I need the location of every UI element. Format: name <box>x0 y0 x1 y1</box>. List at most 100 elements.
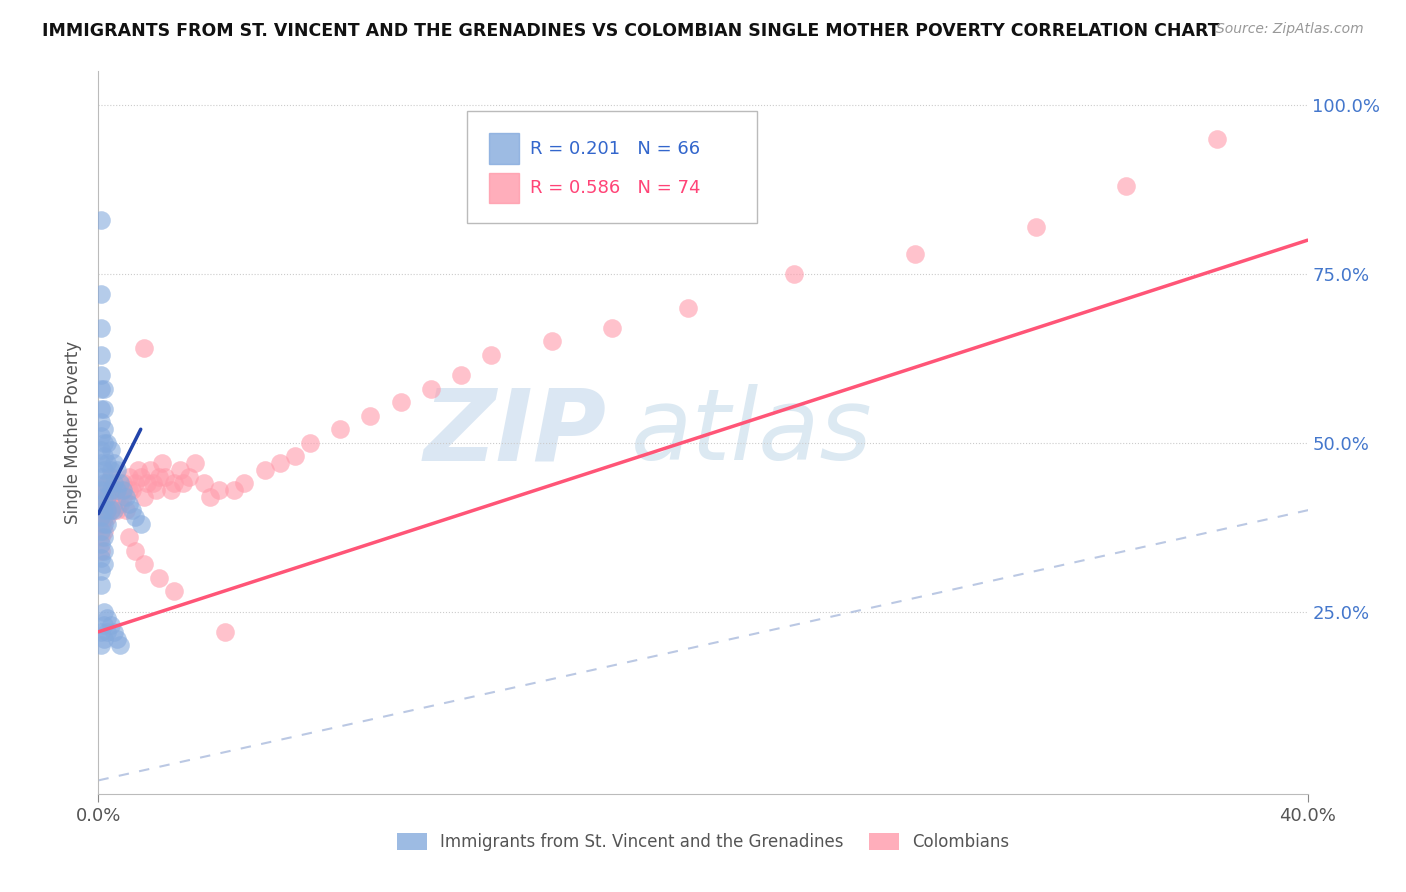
Point <box>253 463 276 477</box>
Point <box>284 449 307 463</box>
Point <box>153 469 176 483</box>
Point <box>90 490 112 504</box>
Point <box>163 476 186 491</box>
Point <box>676 301 699 315</box>
Point <box>214 624 236 639</box>
Point <box>172 476 194 491</box>
Point <box>90 550 112 565</box>
Point <box>100 469 122 483</box>
Text: R = 0.201   N = 66: R = 0.201 N = 66 <box>530 140 700 158</box>
Bar <box>489 172 519 202</box>
Point <box>100 503 122 517</box>
Point <box>90 402 112 417</box>
Point <box>90 510 112 524</box>
Point <box>118 483 141 497</box>
Point <box>100 483 122 497</box>
Point <box>90 469 112 483</box>
Point <box>96 490 118 504</box>
Legend: Immigrants from St. Vincent and the Grenadines, Colombians: Immigrants from St. Vincent and the Gren… <box>391 826 1015 858</box>
Point <box>145 483 167 497</box>
Point <box>90 321 112 335</box>
Point <box>105 483 128 497</box>
Point <box>108 483 131 497</box>
Point <box>150 456 173 470</box>
Point <box>96 476 118 491</box>
Point <box>90 382 112 396</box>
Point <box>103 483 125 497</box>
Point <box>481 348 503 362</box>
Point <box>148 571 170 585</box>
Point <box>1115 179 1137 194</box>
Point <box>118 496 141 510</box>
Point <box>105 490 128 504</box>
Point <box>121 503 143 517</box>
Point <box>93 382 115 396</box>
Point <box>103 476 125 491</box>
Point <box>208 483 231 497</box>
Point <box>114 490 136 504</box>
Point <box>200 490 222 504</box>
FancyBboxPatch shape <box>467 112 758 223</box>
Point <box>96 476 118 491</box>
Point <box>132 558 155 572</box>
Point <box>299 435 322 450</box>
Point <box>114 503 136 517</box>
Point <box>108 476 131 491</box>
Point <box>90 577 112 591</box>
Point <box>96 624 118 639</box>
Point <box>124 476 146 491</box>
Point <box>96 490 118 504</box>
Point <box>184 456 207 470</box>
Point <box>93 543 115 558</box>
Point <box>96 510 118 524</box>
Point <box>108 496 131 510</box>
Point <box>90 503 112 517</box>
Point <box>93 618 115 632</box>
Point <box>96 435 118 450</box>
Point <box>90 348 112 362</box>
Point <box>179 469 201 483</box>
Point <box>540 334 562 349</box>
Point <box>93 490 115 504</box>
Point <box>224 483 246 497</box>
Point <box>96 516 118 531</box>
Point <box>1024 219 1046 234</box>
Point <box>105 503 128 517</box>
Point <box>160 483 183 497</box>
Point <box>93 605 115 619</box>
Point <box>139 463 162 477</box>
Point <box>389 395 412 409</box>
Point <box>329 422 352 436</box>
Text: IMMIGRANTS FROM ST. VINCENT AND THE GRENADINES VS COLOMBIAN SINGLE MOTHER POVERT: IMMIGRANTS FROM ST. VINCENT AND THE GREN… <box>42 22 1220 40</box>
Point <box>93 524 115 538</box>
Point <box>93 402 115 417</box>
Point <box>100 442 122 457</box>
Text: ZIP: ZIP <box>423 384 606 481</box>
Point <box>420 382 443 396</box>
Point <box>93 503 115 517</box>
Point <box>96 456 118 470</box>
Point <box>105 632 128 646</box>
Point <box>118 530 141 544</box>
Point <box>783 267 806 281</box>
Point <box>602 321 624 335</box>
Point <box>93 530 115 544</box>
Text: Source: ZipAtlas.com: Source: ZipAtlas.com <box>1216 22 1364 37</box>
Point <box>450 368 472 383</box>
Point <box>90 442 112 457</box>
Point <box>169 463 191 477</box>
Point <box>135 476 157 491</box>
Point <box>121 483 143 497</box>
Point <box>90 543 112 558</box>
Point <box>93 558 115 572</box>
Point <box>93 449 115 463</box>
Point <box>269 456 291 470</box>
Point <box>118 469 141 483</box>
Point <box>90 496 112 510</box>
Point <box>96 503 118 517</box>
Point <box>93 516 115 531</box>
Point <box>148 469 170 483</box>
Point <box>100 483 122 497</box>
Point <box>90 456 112 470</box>
Point <box>193 476 215 491</box>
